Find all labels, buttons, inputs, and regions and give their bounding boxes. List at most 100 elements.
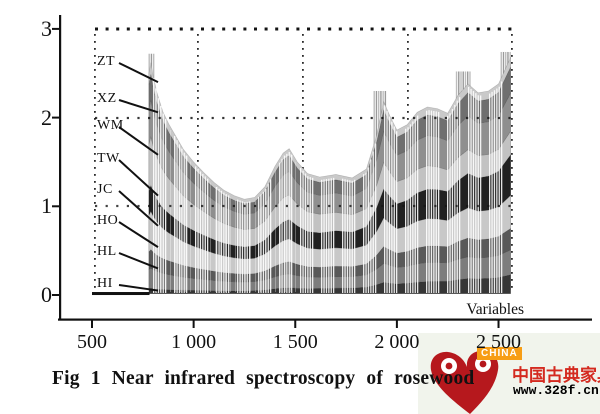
series-label-JC: JC [97,182,113,197]
white-stripe [496,88,498,293]
grid-dot-row [423,116,426,120]
white-stripe [223,192,225,293]
grid-dot-row [243,116,246,120]
grid-dot-row [497,204,500,208]
white-stripe [267,184,269,293]
grid-dot-column [511,209,513,211]
grid-dot-column [94,286,96,288]
white-stripe [258,196,260,293]
grid-dot-row [158,27,162,31]
grid-dot-row [370,204,373,208]
grid-dot-column [511,230,513,232]
white-stripe [176,140,178,293]
grid-dot-column [94,174,96,176]
grid-dot-column [94,97,96,99]
grid-dot-column [94,139,96,141]
grid-dot-row [126,116,129,120]
x-tick [91,320,93,328]
white-stripe-fine [190,161,191,292]
grid-dot-row [275,204,278,208]
grid-dot-column [511,244,513,246]
grid-dot-column [511,83,513,85]
grid-dot-row [190,27,194,31]
grid-dot-column [197,111,199,113]
white-stripe [279,162,281,293]
grid-dot-column [511,111,513,113]
white-stripe [393,126,395,293]
grid-dot-row [381,27,385,31]
white-stripe [454,104,456,293]
white-stripe [470,88,472,293]
grid-dot-column [94,76,96,78]
white-stripe-fine [210,182,211,292]
grid-dot-column [302,76,304,78]
watermark-site-name: 中国古典家具网 [512,366,600,385]
grid-dot-column [407,34,409,36]
grid-dot-row [137,204,140,208]
white-stripe-fine [220,191,221,292]
grid-dot-row [338,204,341,208]
grid-dot-row [116,204,119,208]
grid-dot-row [116,27,120,31]
grid-dot-row [423,204,426,208]
grid-dot-column [94,48,96,50]
grid-dot-column [511,272,513,274]
grid-dot-column [94,132,96,134]
grid-dot-column [302,48,304,50]
x-tick-label-1500: 1 500 [272,331,318,353]
grid-dot-row [264,116,267,120]
grid-dot-column [94,223,96,225]
grid-dot-column [197,69,199,71]
leader-line-HO [118,221,159,248]
grid-dot-column [511,265,513,267]
grid-dot-column [197,97,199,99]
white-stripe [342,178,344,293]
grid-dot-column [94,279,96,281]
grid-dot-row [455,27,459,31]
grid-dot-row [95,116,98,120]
white-stripe [165,119,167,293]
grid-dot-row [116,116,119,120]
grid-dot-column [511,41,513,43]
grid-dot-column [302,139,304,141]
grid-dot-column [197,62,199,64]
grid-dot-column [94,258,96,260]
white-stripe [414,118,416,293]
white-stripe [367,167,370,293]
white-stripe-fine [280,162,281,292]
white-stripe [472,91,475,293]
grid-dot-column [511,188,513,190]
white-stripe-fine [160,106,161,293]
grid-dot-column [511,160,513,162]
grid-dot-row [211,204,214,208]
white-stripe [186,155,188,293]
white-stripe [370,159,372,293]
grid-dot-column [94,146,96,148]
white-stripe [351,180,353,293]
grid-dot-row [360,27,363,31]
grid-dot-column [197,153,199,155]
grid-dot-column [511,132,513,134]
grid-dot-column [302,41,304,43]
white-stripe [307,176,309,293]
grid-dot-row [476,116,479,120]
grid-dot-row [307,204,310,208]
grid-dot-column [511,76,513,78]
grid-dot-column [94,272,96,274]
grid-dot-column [302,69,304,71]
grid-dot-column [407,118,409,120]
white-stripe [346,179,349,293]
grid-dot-row [466,116,469,120]
white-stripe [489,93,491,293]
white-stripe [428,110,430,294]
white-stripe [207,178,209,293]
white-stripe [501,81,503,293]
grid-dot-row [222,116,225,120]
white-stripe [433,110,435,294]
grid-dot-column [407,48,409,50]
grid-dot-row [508,204,511,208]
grid-dot-row [158,116,161,120]
grid-dot-row [190,204,193,208]
grid-dot-column [197,90,199,92]
grid-dot-row [497,27,501,31]
